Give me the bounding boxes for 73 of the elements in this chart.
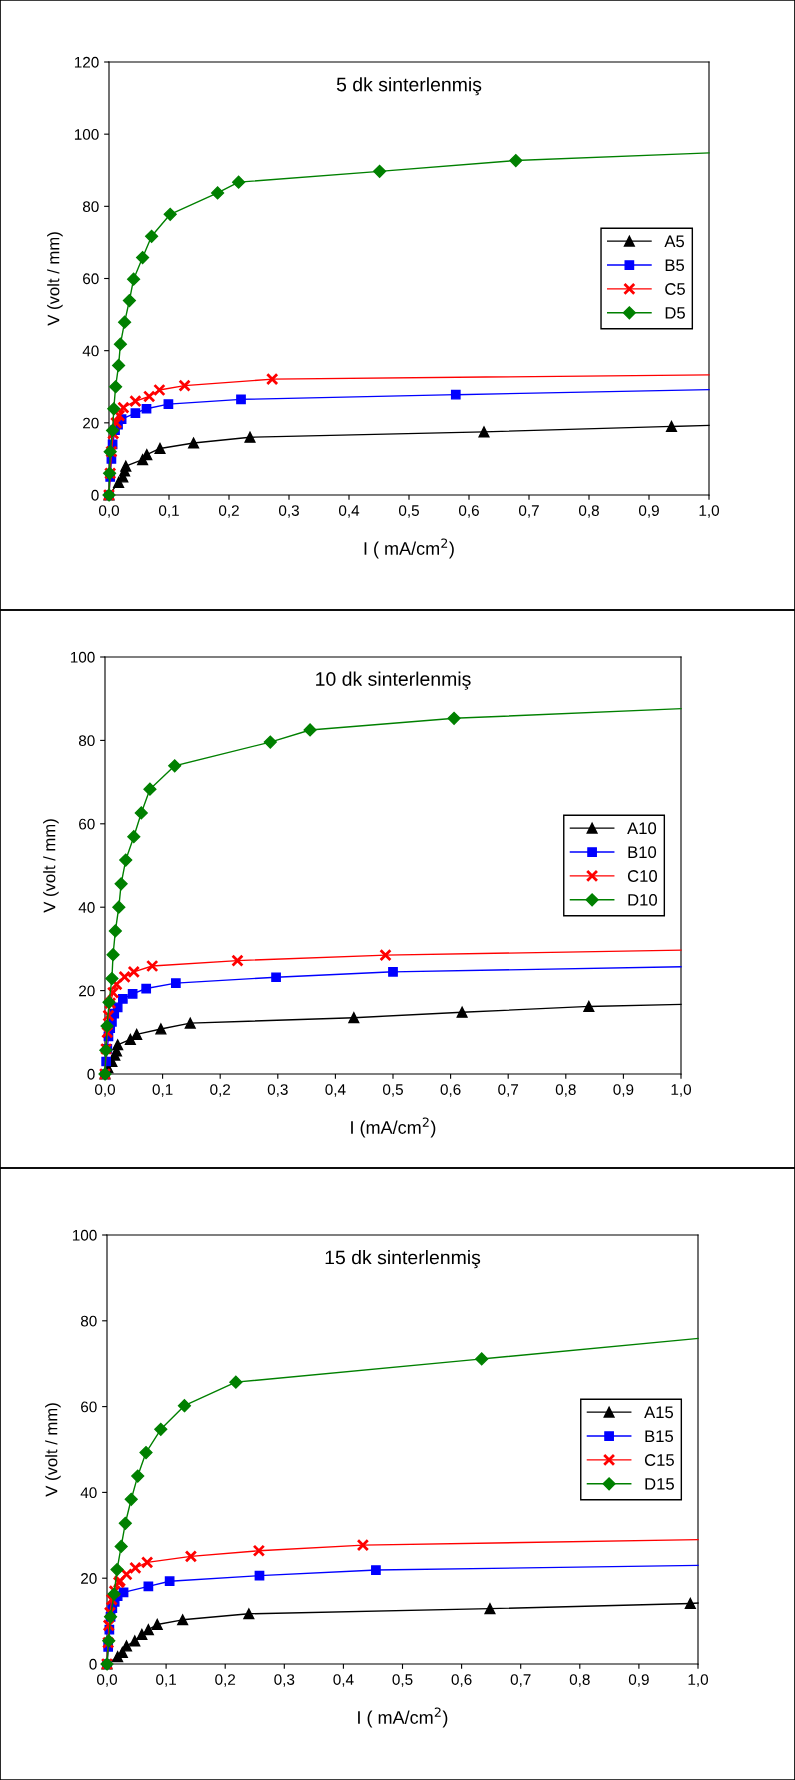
y-tick-label: 100 — [72, 1229, 97, 1241]
x-axis-title: I (mA/cm$^{2}$) — [351, 1117, 436, 1138]
x-tick-label: 0,6 — [440, 1084, 461, 1097]
y-tick-label: 80 — [80, 1315, 97, 1327]
x-tick-label: 0,3 — [278, 505, 299, 518]
legend-label: A5 — [664, 235, 685, 248]
x-tick-label: 0,0 — [98, 505, 120, 518]
x-tick-label: 0,3 — [274, 1674, 295, 1687]
y-tick-label: 40 — [78, 902, 95, 913]
y-tick-label: 20 — [81, 1573, 97, 1584]
legend-label: D10 — [628, 893, 658, 906]
x-tick-label: 0,8 — [578, 505, 599, 518]
y-tick-label: 80 — [78, 735, 95, 747]
y-tick-label: 100 — [70, 651, 95, 663]
legend-label: C5 — [665, 283, 685, 295]
x-tick-label: 1,0 — [671, 1084, 692, 1097]
legend-label: B15 — [645, 1430, 674, 1443]
x-tick-label: 0,8 — [569, 1674, 590, 1687]
x-tick-label: 1,0 — [688, 1674, 709, 1687]
x-tick-label: 0,9 — [613, 1084, 634, 1097]
text: 10 dk sinterlenmiş — [316, 671, 471, 690]
x-tick-label: 0,6 — [451, 1674, 472, 1687]
legend-label: D15 — [645, 1478, 674, 1490]
y-tick-label: 0 — [89, 1658, 97, 1670]
x-tick-label: 0,1 — [158, 505, 179, 518]
x-tick-label: 0,7 — [498, 1084, 519, 1097]
legend-label: D5 — [665, 307, 685, 319]
legend-label: C10 — [627, 870, 658, 882]
x-tick-label: 0,5 — [392, 1674, 413, 1687]
legend-label: A15 — [644, 1406, 674, 1419]
text: 5 dk sinterlenmiş — [336, 77, 482, 96]
x-tick-label: 0,9 — [628, 1674, 649, 1687]
x-tick-label: 0,1 — [152, 1084, 173, 1097]
legend-label: B5 — [665, 259, 685, 272]
legend-label: A10 — [627, 822, 657, 835]
x-tick-label: 0,2 — [218, 505, 239, 518]
x-tick-label: 0,0 — [96, 1674, 118, 1687]
y-tick-label: 100 — [74, 129, 99, 140]
x-axis-title: I ( mA/cm$^{2}$) — [358, 1707, 448, 1728]
x-tick-label: 0,7 — [510, 1674, 531, 1687]
x-tick-label: 0,2 — [210, 1084, 231, 1097]
y-tick-label: 0 — [87, 1068, 95, 1080]
y-axis-title: V (volt / mm) — [45, 1403, 61, 1497]
x-tick-label: 0,4 — [333, 1674, 354, 1687]
y-tick-label: 60 — [81, 1401, 97, 1413]
x-tick-label: 0,3 — [267, 1084, 288, 1097]
x-tick-label: 0,1 — [156, 1674, 176, 1687]
y-tick-label: 0 — [91, 489, 99, 501]
y-tick-label: 40 — [82, 345, 99, 357]
x-tick-label: 0,2 — [215, 1674, 236, 1687]
y-tick-label: 20 — [79, 985, 95, 997]
x-tick-label: 0,5 — [382, 1084, 403, 1097]
x-tick-label: 0,7 — [518, 505, 539, 518]
y-tick-label: 20 — [83, 417, 99, 429]
y-tick-label: 120 — [74, 56, 99, 68]
x-axis-title: I ( mA/cm$^{2}$) — [364, 538, 454, 559]
x-tick-label: 1,0 — [699, 505, 720, 518]
y-tick-label: 40 — [80, 1487, 97, 1499]
x-tick-label: 0,0 — [94, 1084, 116, 1097]
y-tick-label: 80 — [82, 201, 99, 213]
x-tick-label: 0,5 — [398, 505, 419, 518]
y-axis-title: V (volt / mm) — [47, 232, 63, 326]
x-tick-label: 0,4 — [325, 1084, 346, 1097]
y-tick-label: 60 — [79, 818, 95, 830]
x-tick-label: 0,6 — [458, 505, 479, 518]
y-tick-label: 60 — [83, 273, 99, 285]
y-axis-title: V (volt / mm) — [43, 819, 59, 913]
legend-label: B10 — [628, 846, 657, 859]
x-tick-label: 0,8 — [555, 1084, 576, 1097]
legend-label: C15 — [644, 1454, 674, 1466]
x-tick-label: 0,4 — [338, 505, 360, 518]
x-tick-label: 0,9 — [638, 505, 659, 518]
text: 15 dk sinterlenmiş — [325, 1250, 481, 1269]
